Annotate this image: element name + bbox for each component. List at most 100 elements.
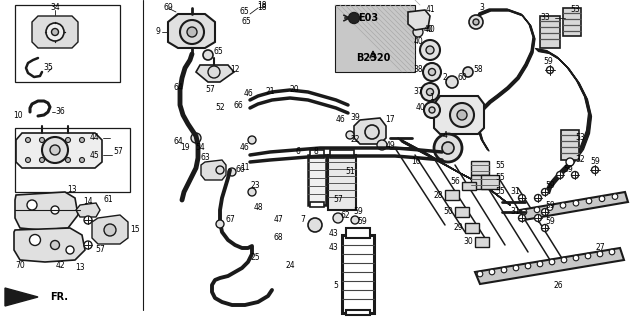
Circle shape: [537, 261, 543, 267]
Bar: [308, 155, 326, 205]
Circle shape: [556, 172, 563, 179]
Circle shape: [52, 28, 59, 36]
Circle shape: [501, 267, 507, 273]
Circle shape: [84, 241, 92, 249]
Circle shape: [377, 140, 387, 150]
Text: 12: 12: [230, 66, 240, 75]
Text: 13: 13: [75, 263, 85, 273]
Bar: [342, 235, 374, 313]
Polygon shape: [475, 237, 489, 247]
Text: 2: 2: [443, 74, 447, 83]
Text: 18: 18: [257, 4, 266, 12]
Text: 53: 53: [575, 133, 585, 142]
Circle shape: [429, 107, 435, 113]
Circle shape: [413, 27, 423, 37]
Text: 63: 63: [200, 154, 210, 163]
Circle shape: [333, 213, 343, 223]
Circle shape: [208, 66, 220, 78]
Text: 46: 46: [335, 116, 345, 124]
Text: 5: 5: [333, 281, 338, 290]
Circle shape: [561, 257, 567, 263]
Circle shape: [521, 209, 527, 215]
Circle shape: [365, 125, 379, 139]
Circle shape: [228, 168, 236, 176]
Text: 59: 59: [545, 218, 555, 227]
Text: 68: 68: [273, 234, 283, 243]
Circle shape: [80, 138, 85, 142]
Text: 7: 7: [300, 215, 305, 225]
Text: 37: 37: [413, 87, 423, 97]
Circle shape: [423, 63, 441, 81]
Circle shape: [42, 137, 68, 163]
Text: 19: 19: [180, 143, 190, 153]
Text: 54: 54: [195, 143, 205, 153]
Text: 69: 69: [163, 4, 173, 12]
Text: 52: 52: [215, 103, 225, 113]
Circle shape: [187, 27, 197, 37]
Polygon shape: [168, 14, 215, 48]
Text: 13: 13: [67, 186, 77, 195]
Text: 65: 65: [213, 47, 223, 57]
Circle shape: [80, 157, 85, 163]
Text: 3: 3: [480, 4, 485, 12]
Text: 55: 55: [495, 188, 505, 196]
Circle shape: [39, 157, 45, 163]
Text: 36: 36: [55, 108, 65, 116]
Circle shape: [534, 195, 541, 202]
Circle shape: [463, 67, 473, 77]
Circle shape: [216, 220, 224, 228]
Text: 64: 64: [173, 138, 183, 147]
Circle shape: [216, 166, 224, 174]
Polygon shape: [563, 8, 581, 36]
Polygon shape: [15, 192, 78, 230]
Circle shape: [248, 136, 256, 144]
Text: 35: 35: [43, 63, 53, 73]
Circle shape: [39, 138, 45, 142]
Text: 42: 42: [55, 260, 65, 269]
Circle shape: [597, 251, 603, 257]
Text: 31: 31: [510, 188, 520, 196]
Text: 15: 15: [130, 226, 140, 235]
Text: 24: 24: [285, 260, 295, 269]
Text: 17: 17: [385, 116, 395, 124]
Circle shape: [477, 271, 483, 277]
Text: 39: 39: [350, 114, 360, 123]
Circle shape: [427, 89, 434, 95]
Text: 57: 57: [95, 245, 105, 254]
Text: 65: 65: [241, 18, 251, 27]
Circle shape: [66, 246, 74, 254]
Polygon shape: [445, 190, 459, 200]
Polygon shape: [471, 175, 489, 189]
Circle shape: [573, 255, 579, 261]
Text: 66: 66: [233, 100, 243, 109]
Bar: [330, 150, 354, 158]
Polygon shape: [475, 248, 624, 284]
Text: 40: 40: [413, 37, 423, 46]
Circle shape: [550, 259, 555, 265]
Text: 43: 43: [328, 244, 338, 252]
Text: 61: 61: [103, 196, 113, 204]
Circle shape: [66, 138, 71, 142]
Text: 8: 8: [314, 148, 318, 156]
Circle shape: [29, 235, 41, 245]
Text: 4: 4: [443, 131, 448, 140]
Text: 14: 14: [83, 197, 93, 206]
Circle shape: [46, 23, 64, 41]
Text: 67: 67: [225, 215, 235, 225]
Polygon shape: [32, 16, 78, 48]
Circle shape: [541, 188, 548, 196]
Polygon shape: [455, 207, 469, 217]
Text: 47: 47: [273, 215, 283, 225]
Text: 58: 58: [473, 66, 483, 75]
Bar: [346, 228, 370, 238]
Text: 32: 32: [575, 156, 585, 164]
Text: 64: 64: [173, 84, 183, 92]
Text: 6: 6: [295, 148, 300, 156]
Text: 25: 25: [250, 253, 260, 262]
Polygon shape: [335, 5, 415, 72]
Bar: [310, 202, 324, 207]
Circle shape: [534, 214, 541, 221]
Polygon shape: [465, 223, 479, 233]
Text: 23: 23: [250, 180, 260, 189]
Text: 18: 18: [257, 1, 266, 10]
